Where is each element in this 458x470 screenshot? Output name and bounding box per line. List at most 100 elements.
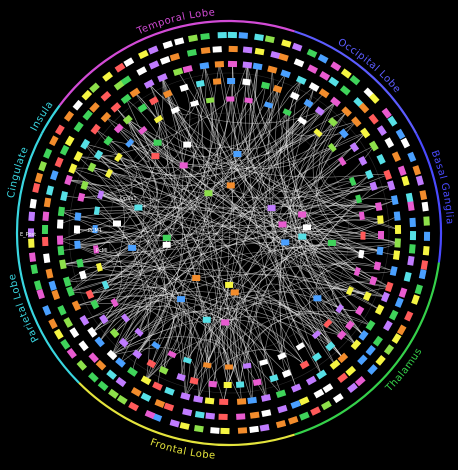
region-node [365,319,376,331]
region-node [383,320,393,332]
region-node [140,392,152,402]
region-node [77,192,86,202]
region-node [151,341,161,350]
connection-edge [286,95,386,298]
region-node [97,380,109,392]
inner-region-node [221,319,230,326]
region-node [148,60,160,70]
region-node [76,360,88,371]
lobe-arc-0 [58,19,295,107]
connection-edge [275,79,364,336]
region-node [364,169,374,180]
connection-edge [163,315,192,397]
region-node [353,266,361,277]
region-node [404,310,414,322]
region-node [205,412,215,420]
connection-edge [127,119,374,281]
region-node [351,116,362,128]
region-node [88,352,99,364]
region-node [358,211,365,221]
inner-region-node [313,295,322,302]
region-node [350,339,362,351]
region-node [401,175,410,187]
connection-edge [77,219,381,245]
connection-edge [145,339,228,402]
region-node [56,219,64,229]
region-node [341,106,352,117]
connection-edge [162,77,228,386]
region-node [162,40,174,49]
inner-region-node [278,221,287,228]
connection-edge [123,305,174,381]
region-node [308,82,320,92]
region-node [28,252,37,263]
region-node [159,56,171,65]
connection-edge [145,80,232,381]
lobe-arc-7 [40,104,61,134]
region-node [136,66,148,76]
region-node [330,61,342,72]
connection-edge [138,311,237,386]
region-node [261,409,272,418]
lobe-arc-5 [15,232,80,384]
region-node [227,77,236,85]
region-node [36,288,45,300]
region-node [212,46,222,53]
connection-edge [72,168,386,298]
region-node [94,336,105,348]
region-node [249,425,259,433]
connection-edge [127,83,201,154]
region-node [212,78,222,85]
connection-edge [239,251,362,366]
region-node [260,393,272,402]
connection-edges [59,63,399,402]
region-node [100,111,112,123]
region-node [419,190,428,201]
region-node [193,395,204,403]
region-node [33,280,43,291]
region-node [63,317,74,328]
connection-edge [129,142,275,379]
region-node [394,297,404,308]
inner-label-3: OpSa1 [120,196,137,202]
region-node [377,215,384,224]
region-node [360,127,371,139]
region-node [236,413,246,420]
region-node [85,289,95,300]
inner-label-0: E_Post [20,232,36,238]
region-node [48,318,58,330]
connection-edge [142,130,368,297]
region-node [134,327,144,337]
region-node [259,358,269,366]
region-node [34,172,44,183]
region-node [43,148,53,159]
region-node [254,33,264,41]
region-node [60,191,69,202]
region-node [46,185,54,196]
region-node [63,276,72,287]
region-node [242,78,251,86]
region-node [167,350,177,359]
guide-ring-2 [68,72,390,394]
region-node [90,299,100,310]
region-node [244,97,253,104]
region-node [344,320,355,331]
region-node [48,280,57,291]
region-node [73,121,84,133]
region-node [93,206,101,216]
connection-edge [288,80,398,244]
connection-edge [98,154,358,272]
region-node [71,300,82,312]
region-node [172,67,184,77]
region-node [252,378,262,386]
connection-edge [209,88,278,180]
connection-edge [315,132,382,236]
connection-edge [127,119,334,169]
region-node [407,255,415,266]
region-node [405,192,414,203]
region-node [392,250,401,260]
connection-edge [193,216,381,381]
connection-edge [206,66,258,366]
region-node [179,422,190,430]
region-node [376,246,384,256]
